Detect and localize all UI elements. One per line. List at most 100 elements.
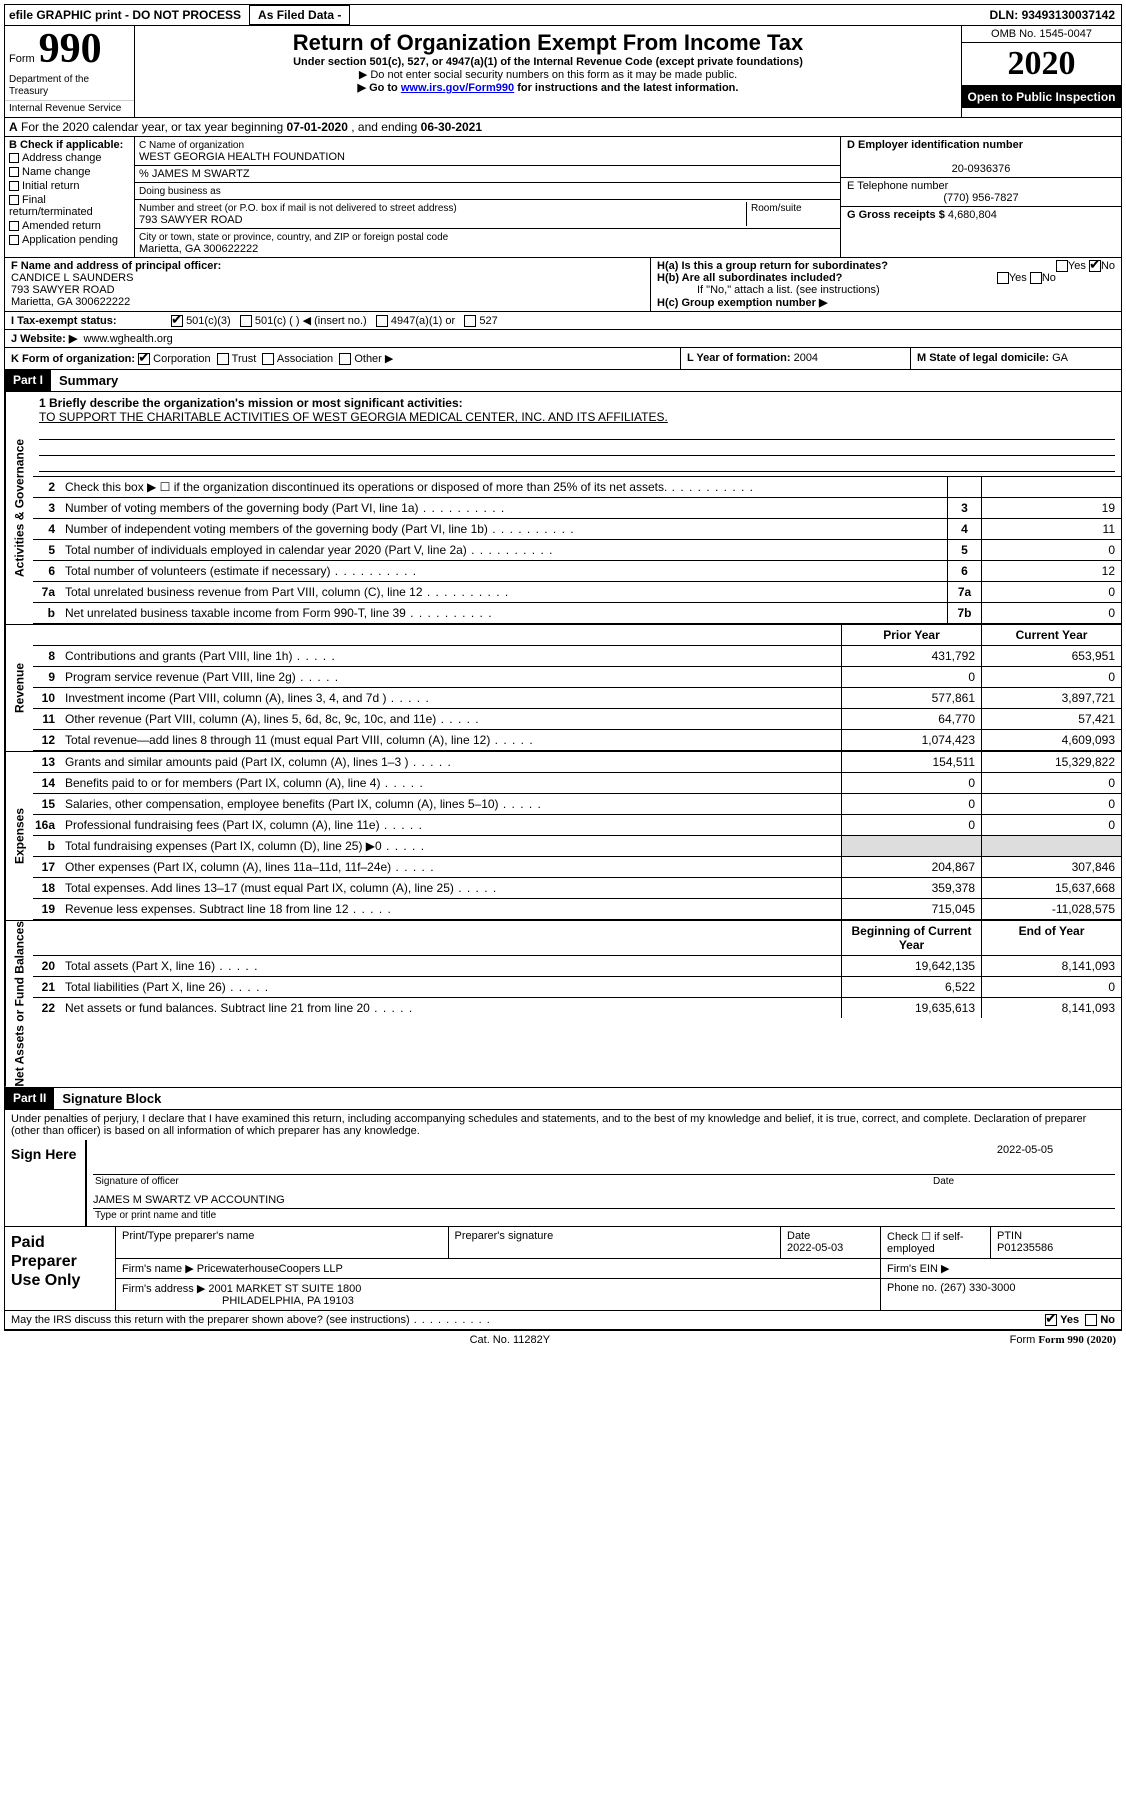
cb-final-return[interactable]: Final return/terminated — [9, 193, 130, 219]
type-print-label: Type or print name and title — [93, 1208, 1115, 1222]
cb-corporation[interactable] — [138, 353, 150, 365]
preparer-ptin: PTINP01235586 — [991, 1227, 1121, 1258]
year-formation: L Year of formation: 2004 — [681, 348, 911, 369]
discuss-row: May the IRS discuss this return with the… — [5, 1310, 1121, 1329]
table-row: 21Total liabilities (Part X, line 26)6,5… — [33, 977, 1121, 998]
form-header-block: Form 990 Department of the Treasury Inte… — [4, 26, 1122, 118]
col-k Form-of-org: K Form of organization: Corporation Trus… — [5, 348, 681, 369]
table-row: 7aTotal unrelated business revenue from … — [33, 582, 1121, 603]
table-row: 13Grants and similar amounts paid (Part … — [33, 752, 1121, 773]
table-row: 17Other expenses (Part IX, column (A), l… — [33, 857, 1121, 878]
table-row: bNet unrelated business taxable income f… — [33, 603, 1121, 624]
city-cell: City or town, state or province, country… — [135, 229, 840, 257]
org-name-cell: C Name of organization WEST GEORGIA HEAL… — [135, 137, 840, 166]
subtitle-2b: ▶ Go to www.irs.gov/Form990 for instruct… — [139, 81, 957, 94]
address-cell: Number and street (or P.O. box if mail i… — [135, 200, 840, 229]
firm-name: Firm's name ▶ PricewaterhouseCoopers LLP — [116, 1259, 881, 1278]
table-row: 22Net assets or fund balances. Subtract … — [33, 998, 1121, 1018]
table-row: 12Total revenue—add lines 8 through 11 (… — [33, 730, 1121, 751]
sig-date-label: Date — [933, 1176, 1113, 1187]
part-i-header: Part I Summary — [4, 370, 1122, 392]
page-title: Return of Organization Exempt From Incom… — [139, 30, 957, 56]
table-row: 6Total number of volunteers (estimate if… — [33, 561, 1121, 582]
cb-initial-return[interactable]: Initial return — [9, 179, 130, 193]
summary-group: RevenuePrior YearCurrent Year8Contributi… — [4, 625, 1122, 752]
dept-treasury: Department of the Treasury — [5, 72, 134, 100]
row-a-tax-year: A For the 2020 calendar year, or tax yea… — [4, 118, 1122, 137]
efile-header: efile GRAPHIC print - DO NOT PROCESS As … — [4, 4, 1122, 26]
gross-cell: G Gross receipts $ 4,680,804 — [841, 207, 1121, 223]
form-number: Form 990 — [5, 26, 134, 72]
table-row: 8Contributions and grants (Part VIII, li… — [33, 646, 1121, 667]
preparer-date: Date2022-05-03 — [781, 1227, 881, 1258]
table-row: 11Other revenue (Part VIII, column (A), … — [33, 709, 1121, 730]
summary-group: Net Assets or Fund BalancesBeginning of … — [4, 921, 1122, 1088]
row-i-tax-exempt: I Tax-exempt status: 501(c)(3) 501(c) ( … — [4, 312, 1122, 330]
row-klm: K Form of organization: Corporation Trus… — [4, 348, 1122, 370]
row-j-website: J Website: ▶ www.wghealth.org — [4, 330, 1122, 348]
sig-officer-label: Signature of officer — [95, 1176, 933, 1187]
table-row: 10Investment income (Part VIII, column (… — [33, 688, 1121, 709]
part-ii-header: Part II Signature Block — [4, 1088, 1122, 1110]
table-row: 16aProfessional fundraising fees (Part I… — [33, 815, 1121, 836]
irs-label: Internal Revenue Service — [5, 100, 134, 117]
preparer-name-hdr: Print/Type preparer's name — [116, 1227, 449, 1258]
cb-discuss-no[interactable] — [1085, 1314, 1097, 1326]
vert-label: Revenue — [5, 625, 33, 751]
cb-association[interactable] — [262, 353, 274, 365]
tax-year: 2020 — [962, 43, 1121, 86]
form990-link[interactable]: www.irs.gov/Form990 — [401, 82, 514, 94]
table-row: 20Total assets (Part X, line 16)19,642,1… — [33, 956, 1121, 977]
cb-501c[interactable] — [240, 315, 252, 327]
efile-text: efile GRAPHIC print - DO NOT PROCESS — [5, 6, 245, 24]
tel-cell: E Telephone number (770) 956-7827 — [841, 178, 1121, 207]
care-of-cell: % JAMES M SWARTZ — [135, 166, 840, 183]
col-b-checkboxes: B Check if applicable: Address change Na… — [5, 137, 135, 257]
cb-address-change[interactable]: Address change — [9, 151, 130, 165]
table-row: 4Number of independent voting members of… — [33, 519, 1121, 540]
subtitle-2a: ▶ Do not enter social security numbers o… — [139, 68, 957, 81]
preparer-sig-hdr: Preparer's signature — [449, 1227, 782, 1258]
cb-527[interactable] — [464, 315, 476, 327]
col-h-group: H(a) Is this a group return for subordin… — [651, 258, 1121, 311]
signature-block: Under penalties of perjury, I declare th… — [4, 1110, 1122, 1330]
cb-name-change[interactable]: Name change — [9, 165, 130, 179]
table-row: 14Benefits paid to or for members (Part … — [33, 773, 1121, 794]
table-row: 15Salaries, other compensation, employee… — [33, 794, 1121, 815]
preparer-self-emp: Check ☐ if self-employed — [881, 1227, 991, 1258]
cb-discuss-yes[interactable] — [1045, 1314, 1057, 1326]
summary-group: Activities & Governance1 Briefly describ… — [4, 392, 1122, 625]
page-footer: Cat. No. 11282Y Form Form 990 (2020) — [4, 1330, 1122, 1349]
table-row: 18Total expenses. Add lines 13–17 (must … — [33, 878, 1121, 899]
firm-ein: Firm's EIN ▶ — [881, 1259, 1121, 1278]
firm-phone: Phone no. (267) 330-3000 — [881, 1279, 1121, 1310]
omb-number: OMB No. 1545-0047 — [962, 26, 1121, 43]
paid-preparer-label: Paid Preparer Use Only — [5, 1227, 115, 1310]
col-f-officer: F Name and address of principal officer:… — [5, 258, 651, 311]
year-header-row: Beginning of Current YearEnd of Year — [33, 921, 1121, 956]
cb-501c3[interactable] — [171, 315, 183, 327]
table-row: bTotal fundraising expenses (Part IX, co… — [33, 836, 1121, 857]
identity-block: B Check if applicable: Address change Na… — [4, 137, 1122, 258]
as-filed-box: As Filed Data - — [249, 5, 350, 25]
open-to-public: Open to Public Inspection — [962, 86, 1121, 108]
cb-amended-return[interactable]: Amended return — [9, 219, 130, 233]
sign-here-label: Sign Here — [5, 1140, 85, 1226]
officer-group-block: F Name and address of principal officer:… — [4, 258, 1122, 312]
subtitle-1: Under section 501(c), 527, or 4947(a)(1)… — [293, 56, 803, 68]
table-row: 19Revenue less expenses. Subtract line 1… — [33, 899, 1121, 920]
state-domicile: M State of legal domicile: GA — [911, 348, 1121, 369]
vert-label: Activities & Governance — [5, 392, 33, 624]
firm-address: Firm's address ▶ 2001 MARKET ST SUITE 18… — [116, 1279, 881, 1310]
mission-block: 1 Briefly describe the organization's mi… — [33, 392, 1121, 477]
ein-cell: D Employer identification number 20-0936… — [841, 137, 1121, 178]
cb-4947[interactable] — [376, 315, 388, 327]
table-row: 3Number of voting members of the governi… — [33, 498, 1121, 519]
cb-trust[interactable] — [217, 353, 229, 365]
cb-other[interactable] — [339, 353, 351, 365]
vert-label: Expenses — [5, 752, 33, 920]
cb-application-pending[interactable]: Application pending — [9, 233, 130, 247]
vert-label: Net Assets or Fund Balances — [5, 921, 33, 1087]
table-row: 9Program service revenue (Part VIII, lin… — [33, 667, 1121, 688]
summary-group: Expenses13Grants and similar amounts pai… — [4, 752, 1122, 921]
